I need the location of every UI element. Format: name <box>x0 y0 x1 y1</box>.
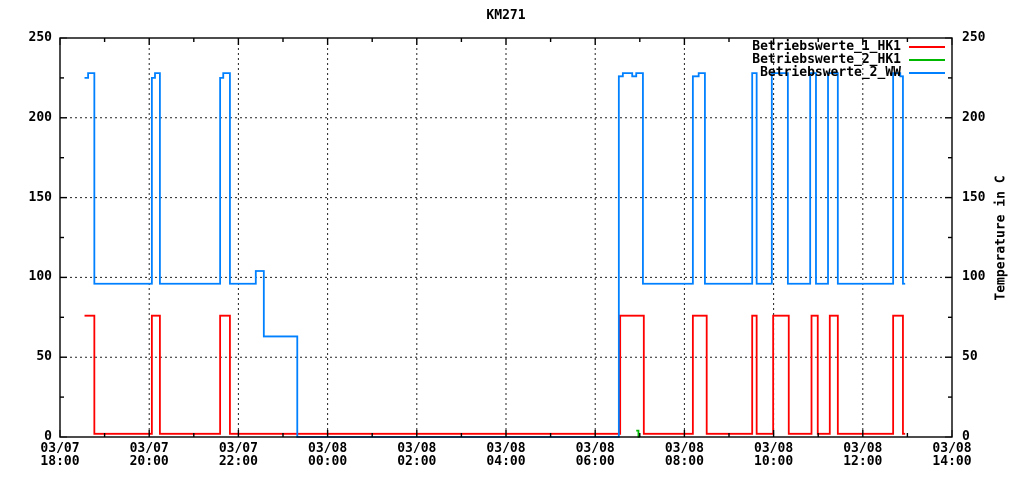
x-tick-label: 03/08 08:00 <box>664 441 704 469</box>
legend-line-sample-blue <box>909 71 945 74</box>
x-tick-label: 03/07 20:00 <box>129 441 169 469</box>
y-tick-label-right: 250 <box>962 30 986 45</box>
chart-title: KM271 <box>486 8 526 23</box>
legend-label: Betriebswerte_2_WW <box>760 65 901 80</box>
y-tick-label-left: 200 <box>28 109 52 125</box>
y-tick-label-left: 50 <box>36 349 52 365</box>
y-tick-label-right: 0 <box>962 429 970 444</box>
x-tick-label: 03/08 12:00 <box>843 441 883 469</box>
y-tick-label-left: 100 <box>28 269 52 285</box>
y-axis-title: Temperature in C <box>993 175 1009 301</box>
y-tick-label-right: 100 <box>962 269 986 285</box>
legend-entry-hk1-red: Betriebswerte_1_HK1 <box>752 39 945 54</box>
x-tick-label: 03/08 00:00 <box>308 441 348 469</box>
legend-label: Betriebswerte_2_HK1 <box>752 52 901 67</box>
y-tick-label-left: 150 <box>28 189 52 205</box>
y-tick-label-left: 250 <box>28 30 52 45</box>
y-tick-label-right: 150 <box>962 189 986 205</box>
legend-entry-hk1-green: Betriebswerte_2_HK1 <box>752 52 945 67</box>
legend-entry-ww-blue: Betriebswerte_2_WW <box>752 65 945 80</box>
series-Betriebswerte_2_WW <box>84 72 906 438</box>
x-tick-label: 03/07 22:00 <box>218 441 258 469</box>
legend-line-sample-green <box>909 58 945 61</box>
x-tick-label: 03/08 14:00 <box>932 441 972 469</box>
x-tick-label: 03/08 10:00 <box>754 441 794 469</box>
y-tick-label-right: 50 <box>962 349 978 365</box>
series-Betriebswerte_1_HK1 <box>84 314 906 435</box>
x-tick-label: 03/08 04:00 <box>486 441 526 469</box>
y-tick-label-left: 0 <box>44 429 52 444</box>
legend: Betriebswerte_1_HK1 Betriebswerte_2_HK1 … <box>752 39 945 80</box>
x-tick-label: 03/08 02:00 <box>397 441 437 469</box>
x-tick-label: 03/07 18:00 <box>40 441 80 469</box>
y-tick-label-right: 200 <box>962 109 986 125</box>
legend-label: Betriebswerte_1_HK1 <box>752 39 901 54</box>
x-tick-label: 03/08 06:00 <box>575 441 615 469</box>
legend-line-sample-red <box>909 45 945 48</box>
